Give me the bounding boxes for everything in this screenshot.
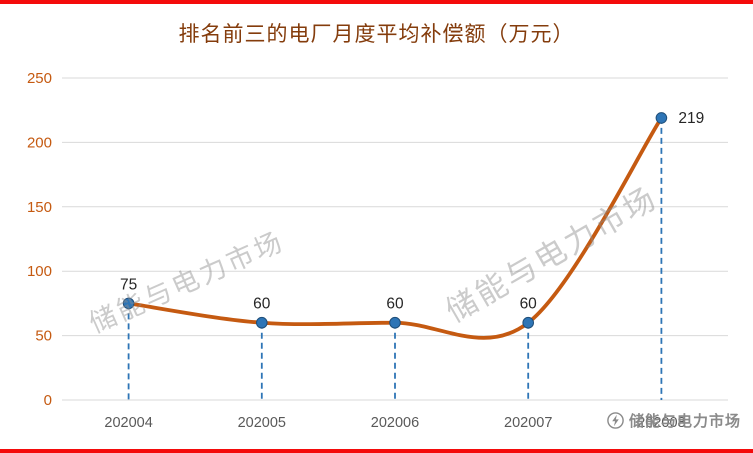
x-tick-label: 202005 [238, 415, 286, 431]
y-tick-label: 250 [27, 70, 52, 87]
x-tick-label: 202004 [104, 415, 152, 431]
data-label: 219 [678, 110, 704, 127]
y-tick-label: 50 [35, 328, 52, 345]
footer-watermark-text: 储能与电力市场 [628, 413, 741, 430]
y-tick-label: 200 [27, 134, 52, 151]
top-border [0, 0, 753, 4]
series-line [126, 116, 664, 340]
data-point-marker [522, 316, 535, 329]
data-point-marker [655, 112, 668, 124]
y-tick-label: 150 [27, 199, 52, 216]
data-point-marker [389, 316, 401, 329]
data-label: 75 [120, 276, 137, 293]
data-label: 60 [253, 296, 271, 313]
chart-title: 排名前三的电厂月度平均补偿额（万元） [178, 23, 575, 46]
data-label: 60 [520, 296, 538, 313]
footer-watermark: 储能与电力市场 [607, 410, 741, 431]
y-tick-label: 0 [44, 392, 52, 409]
x-tick-label: 202007 [504, 415, 552, 431]
x-tick-label: 202006 [371, 415, 419, 431]
brand-logo-icon [607, 412, 624, 429]
data-point-marker [122, 297, 135, 310]
y-tick-label: 100 [27, 263, 52, 280]
data-label: 60 [386, 296, 404, 313]
data-point-marker [256, 316, 268, 329]
bottom-border [0, 449, 753, 453]
x-tick-label: 202008 [637, 415, 685, 431]
